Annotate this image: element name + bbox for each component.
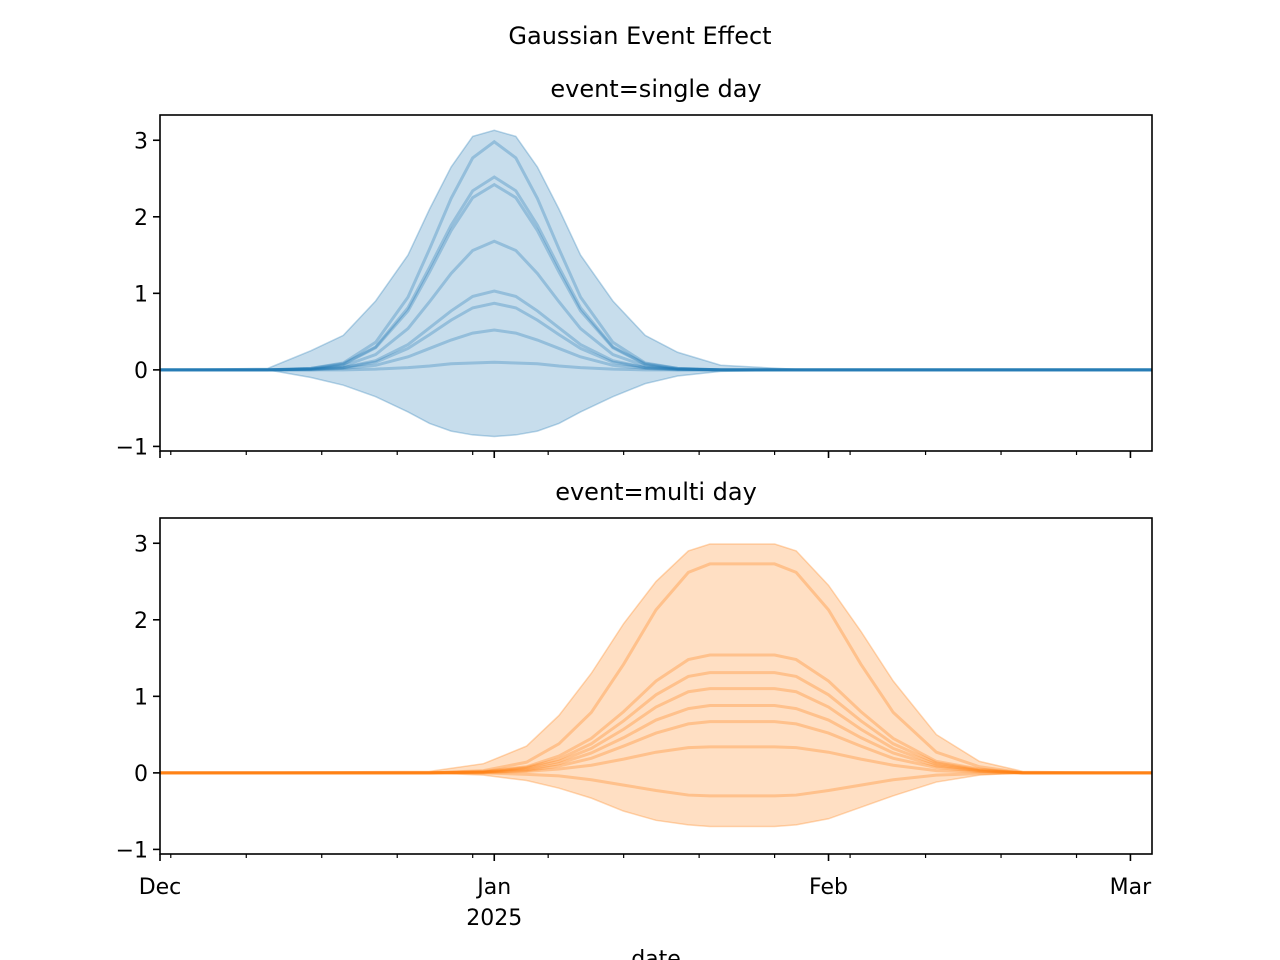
x-tick-label-line: Mar bbox=[1110, 875, 1152, 900]
plot-area bbox=[160, 543, 1152, 828]
x-tick-label: Jan 2025 bbox=[466, 875, 522, 931]
sample-line bbox=[160, 139, 1152, 372]
subplot-title: event=multi day bbox=[555, 478, 757, 506]
y-tick-label: 2 bbox=[134, 609, 148, 634]
y-tick-label: 2 bbox=[134, 206, 148, 231]
y-tick-label: 3 bbox=[134, 532, 148, 557]
sample-line bbox=[160, 289, 1152, 372]
sample-line bbox=[160, 301, 1152, 372]
figure-title: Gaussian Event Effect bbox=[508, 22, 771, 50]
x-tick-label-line: 2025 bbox=[466, 906, 522, 931]
x-tick-label: Dec bbox=[139, 875, 182, 900]
sample-line bbox=[160, 239, 1152, 372]
x-tick-label: Mar bbox=[1110, 875, 1152, 900]
axes-frame bbox=[159, 114, 1153, 452]
y-tick-label: 1 bbox=[134, 282, 148, 307]
hdi-band bbox=[160, 129, 1152, 438]
sample-line bbox=[160, 175, 1152, 372]
sample-line bbox=[160, 653, 1152, 775]
sample-line bbox=[160, 771, 1152, 798]
sample-line bbox=[160, 704, 1152, 775]
axes-frame bbox=[159, 517, 1153, 855]
x-tick-label-line: Dec bbox=[139, 875, 182, 900]
y-tick-label: 0 bbox=[134, 762, 148, 787]
subplot-title: event=single day bbox=[550, 75, 761, 103]
y-tick-label: −1 bbox=[116, 435, 148, 460]
plot-area bbox=[160, 129, 1152, 438]
sample-line bbox=[160, 745, 1152, 775]
sample-line bbox=[160, 182, 1152, 372]
sample-line bbox=[160, 671, 1152, 775]
x-axis-label: date bbox=[631, 947, 681, 960]
sample-line bbox=[160, 687, 1152, 775]
hdi-band bbox=[160, 543, 1152, 828]
y-tick-label: 0 bbox=[134, 359, 148, 384]
x-tick-label-line: Jan bbox=[475, 875, 511, 900]
y-tick-label: 3 bbox=[134, 129, 148, 154]
y-tick-label: −1 bbox=[116, 838, 148, 863]
sample-line bbox=[160, 562, 1152, 775]
x-tick-label-line: Feb bbox=[809, 875, 848, 900]
y-tick-label: 1 bbox=[134, 685, 148, 710]
sample-line bbox=[160, 328, 1152, 372]
sample-line bbox=[160, 360, 1152, 372]
x-tick-label: Feb bbox=[809, 875, 848, 900]
sample-line bbox=[160, 720, 1152, 775]
